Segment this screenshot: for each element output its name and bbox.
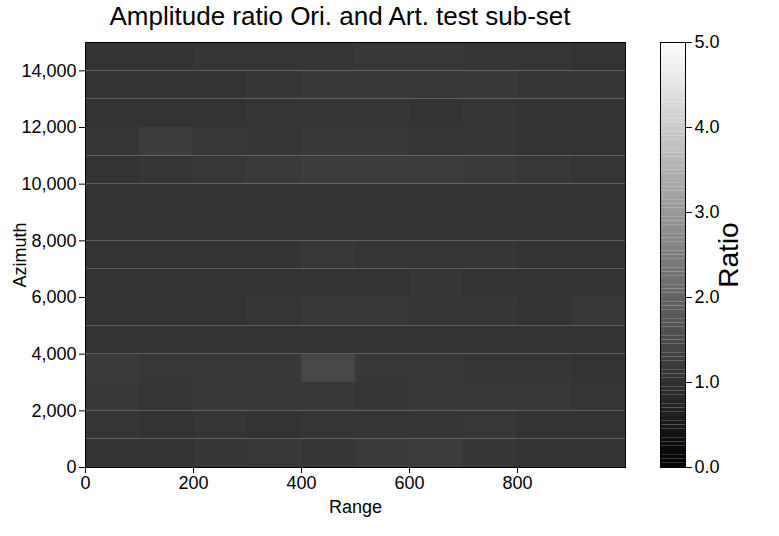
svg-text:10,000: 10,000: [21, 174, 76, 194]
svg-text:600: 600: [394, 473, 424, 493]
svg-text:Azimuth: Azimuth: [10, 222, 30, 287]
svg-text:14,000: 14,000: [21, 61, 76, 81]
svg-text:12,000: 12,000: [21, 117, 76, 137]
svg-text:0: 0: [80, 473, 90, 493]
svg-text:4,000: 4,000: [31, 344, 76, 364]
svg-text:3.0: 3.0: [695, 202, 720, 222]
svg-text:1.0: 1.0: [695, 372, 720, 392]
svg-text:Range: Range: [329, 497, 382, 517]
svg-text:8,000: 8,000: [31, 231, 76, 251]
svg-text:Ratio: Ratio: [713, 222, 744, 287]
svg-text:2.0: 2.0: [695, 287, 720, 307]
svg-text:2,000: 2,000: [31, 401, 76, 421]
svg-text:400: 400: [286, 473, 316, 493]
svg-text:6,000: 6,000: [31, 287, 76, 307]
html-text:Amplitude ratio Ori. and Art.: Amplitude ratio Ori. and Art. test sub-s…: [109, 1, 571, 31]
svg-text:800: 800: [502, 473, 532, 493]
svg-text:5.0: 5.0: [695, 32, 720, 52]
svg-text:0: 0: [66, 457, 76, 477]
svg-text:0.0: 0.0: [695, 457, 720, 477]
svg-text:200: 200: [178, 473, 208, 493]
svg-text:4.0: 4.0: [695, 117, 720, 137]
